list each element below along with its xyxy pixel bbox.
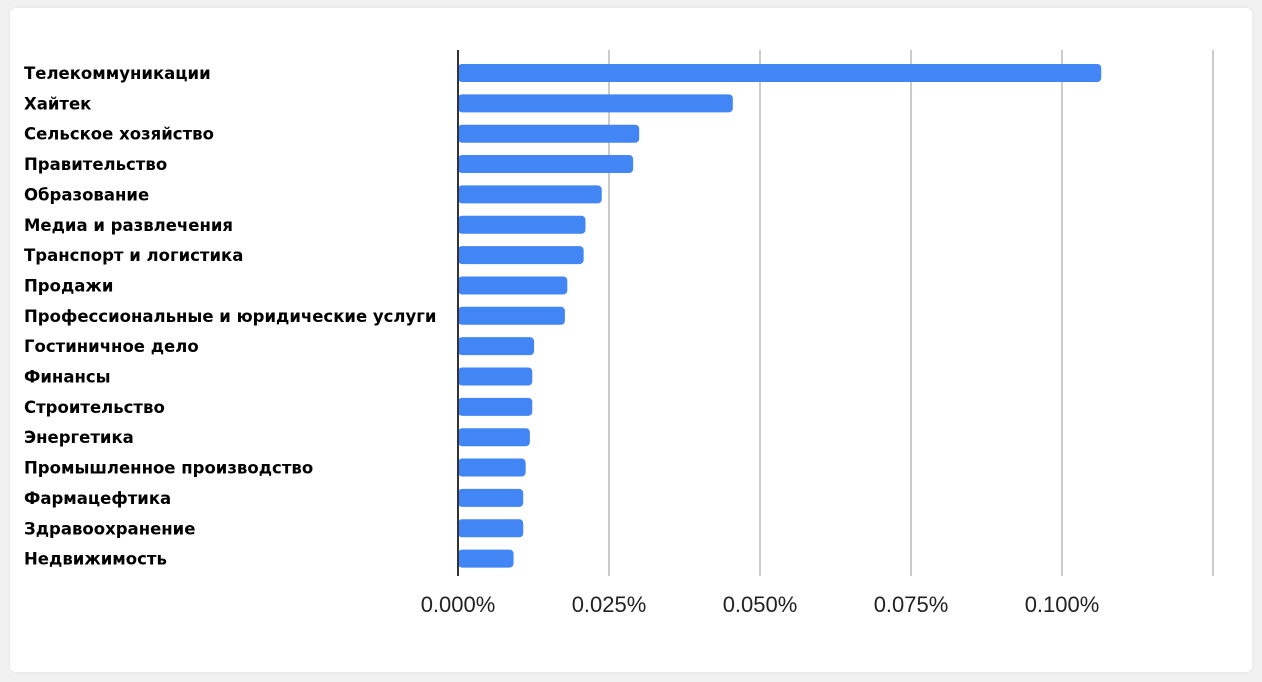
x-tick-label: 0.050% bbox=[723, 592, 798, 617]
bar bbox=[458, 155, 634, 174]
bar bbox=[458, 185, 602, 204]
bar bbox=[458, 519, 524, 538]
category-label: Энергетика bbox=[24, 428, 134, 447]
category-label: Образование bbox=[24, 185, 149, 204]
category-label: Медиа и развлечения bbox=[24, 216, 233, 235]
category-label: Правительство bbox=[24, 155, 167, 174]
bar bbox=[458, 549, 514, 568]
bar bbox=[458, 246, 584, 265]
category-label: Недвижимость bbox=[24, 550, 167, 569]
x-tick-label: 0.000% bbox=[421, 592, 496, 617]
x-tick-label: 0.100% bbox=[1025, 592, 1100, 617]
bar bbox=[458, 64, 1102, 82]
category-label: Гостиничное дело bbox=[24, 337, 199, 356]
bars bbox=[458, 64, 1102, 568]
bar bbox=[458, 428, 530, 447]
category-label: Хайтек bbox=[24, 94, 91, 113]
category-label: Сельское хозяйство bbox=[24, 125, 214, 144]
category-label: Фармацефтика bbox=[24, 489, 171, 508]
category-label: Финансы bbox=[24, 368, 111, 387]
bar bbox=[458, 306, 565, 325]
bar bbox=[458, 488, 524, 507]
category-label: Телекоммуникации bbox=[24, 64, 211, 83]
chart-card: Телекоммуникации Хайтек Сельское хозяйство… bbox=[10, 8, 1252, 672]
bar bbox=[458, 337, 535, 356]
category-label: Продажи bbox=[24, 276, 113, 295]
x-tick-label: 0.075% bbox=[874, 592, 949, 617]
bar bbox=[458, 276, 568, 295]
bar bbox=[458, 397, 533, 416]
bar bbox=[458, 458, 526, 477]
category-label: Профессиональные и юридические услуги bbox=[24, 307, 436, 326]
bar bbox=[458, 367, 533, 386]
bar bbox=[458, 94, 733, 113]
category-label: Промышленное производство bbox=[24, 459, 313, 478]
gridlines bbox=[608, 50, 1214, 576]
category-label: Здравоохранение bbox=[24, 519, 195, 538]
x-tick-labels: 0.000% 0.025% 0.050% 0.075% 0.100% bbox=[421, 592, 1100, 617]
bar bbox=[458, 215, 586, 234]
bar bbox=[458, 124, 640, 143]
bar-chart: Телекоммуникации Хайтек Сельское хозяйство… bbox=[24, 50, 1214, 617]
category-label: Строительство bbox=[24, 398, 165, 417]
category-label: Транспорт и логистика bbox=[24, 246, 243, 265]
x-tick-label: 0.025% bbox=[572, 592, 647, 617]
category-labels: Телекоммуникации Хайтек Сельское хозяйство… bbox=[24, 64, 436, 569]
